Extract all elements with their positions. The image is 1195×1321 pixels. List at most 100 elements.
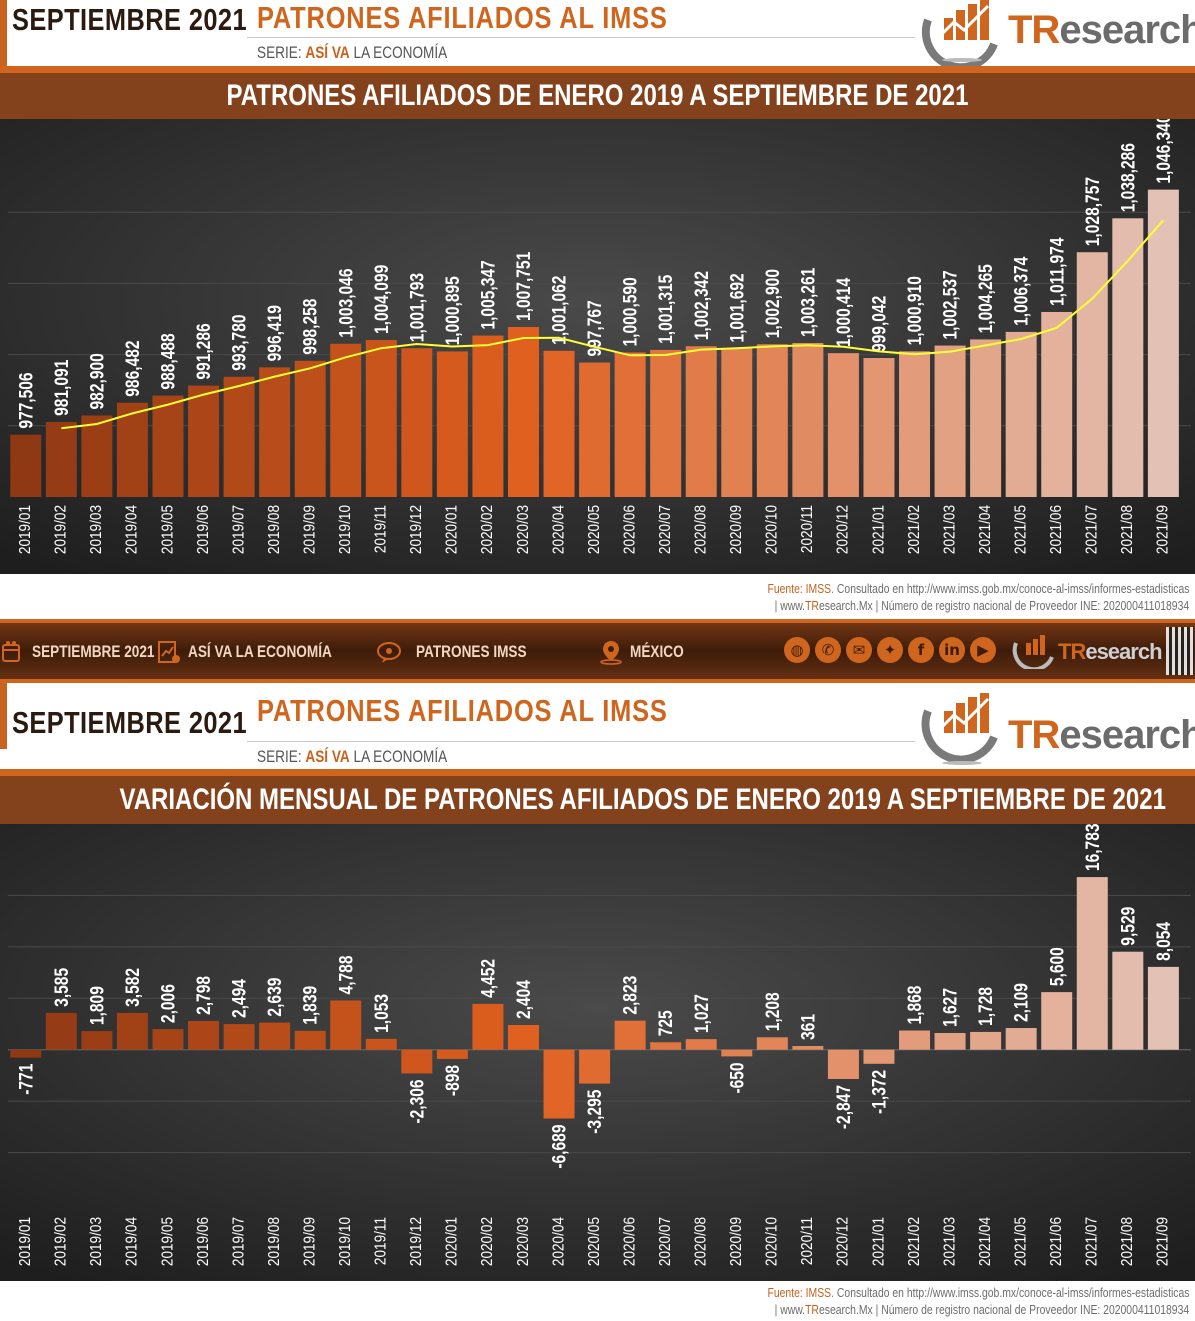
category-label: 2021/03 — [941, 1217, 958, 1266]
data-label: -3,295 — [584, 1089, 606, 1133]
chart-title-bar: VARIACIÓN MENSUAL DE PATRONES AFILIADOS … — [0, 776, 1195, 824]
data-label: 1,000,910 — [904, 276, 926, 345]
bar — [863, 358, 895, 497]
category-label: 2020/10 — [764, 505, 781, 554]
globe-icon[interactable]: ◍ — [784, 637, 810, 663]
category-label: 2020/09 — [728, 1217, 745, 1266]
source-line-1: Fuente: IMSS. Consultado en http://www.i… — [767, 581, 1189, 596]
panel-header: SEPTIEMBRE 2021 PATRONES AFILIADOS AL IM… — [0, 0, 1195, 72]
category-label: 2019/11 — [373, 505, 390, 553]
bar — [365, 1038, 397, 1050]
chart-panel-variacion: SEPTIEMBRE 2021 PATRONES AFILIADOS AL IM… — [0, 683, 1195, 1321]
footer-item-topic: PATRONES IMSS — [376, 639, 554, 665]
bar — [543, 350, 575, 497]
bar — [1147, 966, 1179, 1050]
category-label: 2021/06 — [1048, 505, 1065, 554]
bar — [401, 1049, 433, 1074]
bar — [970, 1031, 1002, 1050]
category-label: 2020/02 — [479, 505, 496, 554]
category-label: 2021/01 — [870, 1217, 887, 1266]
bar — [721, 348, 753, 497]
bar — [899, 351, 931, 497]
header-accent-bar — [0, 0, 7, 66]
bar — [10, 434, 42, 497]
category-label: 2019/12 — [408, 1217, 425, 1266]
footer-brand-wordmark: TResearch — [1058, 639, 1163, 664]
bar — [899, 1030, 931, 1050]
header-divider — [247, 741, 915, 742]
source-www: | www. — [774, 598, 805, 613]
chart-title: VARIACIÓN MENSUAL DE PATRONES AFILIADOS … — [119, 783, 1166, 816]
data-label: 3,585 — [50, 968, 72, 1007]
data-label: 993,780 — [228, 314, 250, 370]
category-label: 2019/11 — [373, 1217, 390, 1265]
category-label: 2021/02 — [906, 505, 923, 554]
bar — [1041, 311, 1073, 497]
category-label: 2020/05 — [586, 505, 603, 554]
bar — [579, 1049, 611, 1084]
category-label: 2020/01 — [444, 1217, 461, 1266]
data-label: 988,488 — [157, 333, 179, 390]
bar — [401, 348, 433, 497]
footer-label-topic: PATRONES IMSS — [416, 642, 527, 661]
header-serie: SERIE: ASÍ VA LA ECONOMÍA — [257, 747, 447, 767]
bar — [436, 1049, 468, 1059]
category-label: 2021/07 — [1084, 1217, 1101, 1266]
source-line-2: | www.TResearch.Mx | Número de registro … — [774, 598, 1189, 613]
footer-top-line — [0, 619, 1195, 623]
bar — [330, 1000, 362, 1050]
category-label: 2021/07 — [1084, 505, 1101, 554]
data-label: 1,809 — [86, 986, 108, 1025]
bar — [81, 415, 113, 497]
data-label: 16,783 — [1081, 824, 1103, 871]
category-label: 2020/07 — [657, 1217, 674, 1266]
data-label: 4,788 — [335, 955, 357, 994]
bar — [827, 1049, 859, 1079]
bar — [721, 1049, 753, 1057]
bar — [756, 344, 788, 497]
category-label: 2019/04 — [124, 1217, 141, 1266]
bar — [614, 1020, 646, 1050]
category-label: 2019/05 — [159, 505, 176, 554]
data-label: 1,002,900 — [761, 269, 783, 338]
bar — [685, 1039, 717, 1050]
data-label: 2,404 — [513, 980, 535, 1019]
bar — [1005, 1028, 1037, 1050]
data-label: -898 — [441, 1065, 463, 1096]
bar — [614, 352, 646, 497]
data-label: -650 — [726, 1062, 748, 1093]
twitter-icon[interactable]: ✦ — [877, 637, 903, 663]
bar — [472, 1003, 504, 1050]
footer-item-serie: ASÍ VA LA ECONOMÍA — [156, 639, 368, 665]
tresearch-wordmark: TResearch — [1008, 8, 1195, 53]
data-label: 1,000,414 — [832, 278, 854, 348]
category-label: 2019/02 — [53, 1217, 70, 1266]
email-icon[interactable]: ✉ — [846, 637, 872, 663]
serie-prefix: SERIE: — [257, 43, 302, 62]
bar — [507, 1024, 539, 1050]
data-label: 2,006 — [157, 984, 179, 1023]
bar — [294, 1030, 326, 1050]
data-label: -6,689 — [548, 1124, 570, 1168]
category-label: 2021/08 — [1119, 1217, 1136, 1266]
data-label: 991,286 — [193, 323, 215, 380]
bar-chart-variacion: -771 2019/01 3,585 2019/02 1,809 2019/03 3,582… — [0, 824, 1195, 1281]
linkedin-icon[interactable]: in — [939, 637, 965, 663]
map-pin-icon — [600, 641, 622, 665]
footer-label-month: SEPTIEMBRE 2021 — [32, 642, 155, 661]
data-label: 1,728 — [975, 987, 997, 1026]
brand-rest: esearch — [1059, 8, 1195, 52]
bar — [472, 335, 504, 497]
footer-brand-logo: TResearch — [1012, 633, 1163, 672]
plot-area-variacion: -771 2019/01 3,585 2019/02 1,809 2019/03 3,582… — [0, 824, 1195, 1281]
category-label: 2020/03 — [515, 1217, 532, 1266]
bar — [970, 339, 1002, 497]
source-org: IMSS. — [805, 1285, 834, 1300]
facebook-icon[interactable]: f — [908, 637, 934, 663]
whatsapp-icon[interactable]: ✆ — [815, 637, 841, 663]
category-label: 2020/12 — [835, 1217, 852, 1266]
youtube-icon[interactable]: ▶ — [970, 637, 996, 663]
category-label: 2019/07 — [230, 505, 247, 554]
bar — [756, 1037, 788, 1050]
source-line-1: Fuente: IMSS. Consultado en http://www.i… — [767, 1285, 1189, 1300]
